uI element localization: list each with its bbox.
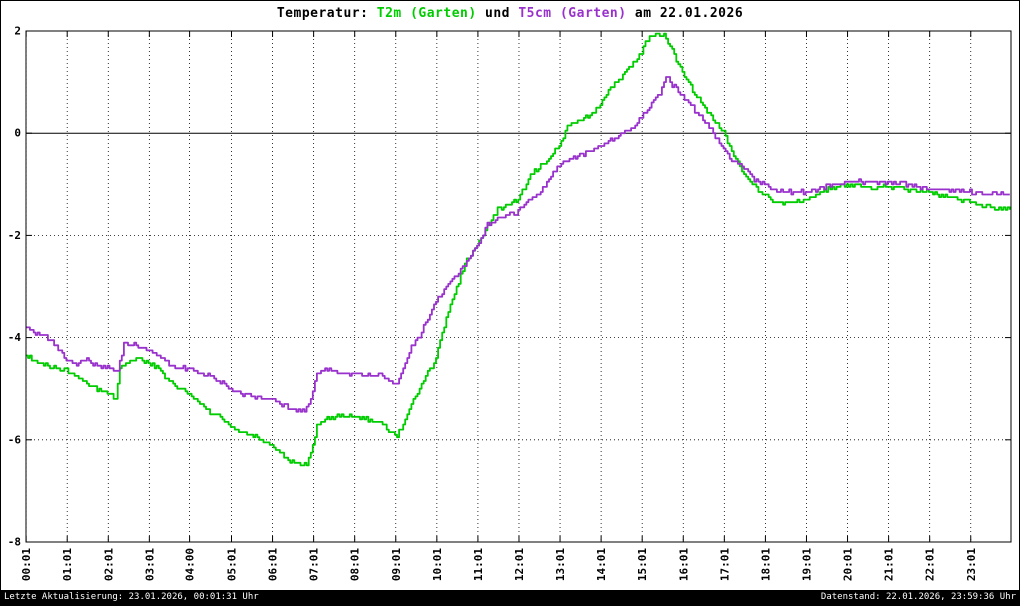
svg-text:21:01: 21:01 xyxy=(883,548,896,581)
svg-text:07:01: 07:01 xyxy=(308,548,321,581)
svg-text:15:01: 15:01 xyxy=(636,548,649,581)
chart-title-suffix: am 22.01.2026 xyxy=(626,6,744,21)
svg-text:-8: -8 xyxy=(8,536,21,549)
svg-text:22:01: 22:01 xyxy=(924,548,937,581)
last-update-text: Letzte Aktualisierung: 23.01.2026, 00:01… xyxy=(4,592,259,602)
chart-title: Temperatur: T2m (Garten) und T5cm (Garte… xyxy=(1,6,1019,21)
svg-text:12:01: 12:01 xyxy=(513,548,526,581)
svg-text:2: 2 xyxy=(14,25,21,38)
svg-text:0: 0 xyxy=(14,127,21,140)
svg-text:11:01: 11:01 xyxy=(472,548,485,581)
svg-text:16:01: 16:01 xyxy=(677,548,690,581)
svg-text:00:01: 00:01 xyxy=(20,548,33,581)
svg-text:17:01: 17:01 xyxy=(718,548,731,581)
chart-title-series-t2m: T2m (Garten) xyxy=(376,6,477,21)
svg-text:14:01: 14:01 xyxy=(595,548,608,581)
svg-text:10:01: 10:01 xyxy=(431,548,444,581)
svg-text:-4: -4 xyxy=(8,331,22,344)
svg-text:-2: -2 xyxy=(8,229,21,242)
temperature-line-chart: 2 0 -2 -4 -6 -800:01 01:01 02:01 03:01 04:00 05:01… xyxy=(8,25,1012,581)
chart-title-prefix: Temperatur: xyxy=(276,6,377,21)
svg-text:23:01: 23:01 xyxy=(965,548,978,581)
svg-text:01:01: 01:01 xyxy=(61,548,74,581)
chart-title-series-t5cm: T5cm (Garten) xyxy=(518,6,627,21)
svg-text:05:01: 05:01 xyxy=(225,548,238,581)
svg-text:-6: -6 xyxy=(8,433,22,446)
svg-text:09:01: 09:01 xyxy=(390,548,403,581)
svg-text:06:01: 06:01 xyxy=(267,548,280,581)
status-bar: Letzte Aktualisierung: 23.01.2026, 00:01… xyxy=(1,590,1019,605)
svg-text:19:01: 19:01 xyxy=(800,548,813,581)
chart-title-mid: und xyxy=(476,6,519,21)
svg-text:08:01: 08:01 xyxy=(349,548,362,581)
svg-text:20:01: 20:01 xyxy=(842,548,855,581)
svg-text:03:01: 03:01 xyxy=(143,548,156,581)
svg-text:13:01: 13:01 xyxy=(554,548,567,581)
data-timestamp-text: Datenstand: 22.01.2026, 23:59:36 Uhr xyxy=(820,592,1016,602)
svg-text:18:01: 18:01 xyxy=(759,548,772,581)
svg-text:04:00: 04:00 xyxy=(184,548,197,581)
svg-text:02:01: 02:01 xyxy=(102,548,115,581)
